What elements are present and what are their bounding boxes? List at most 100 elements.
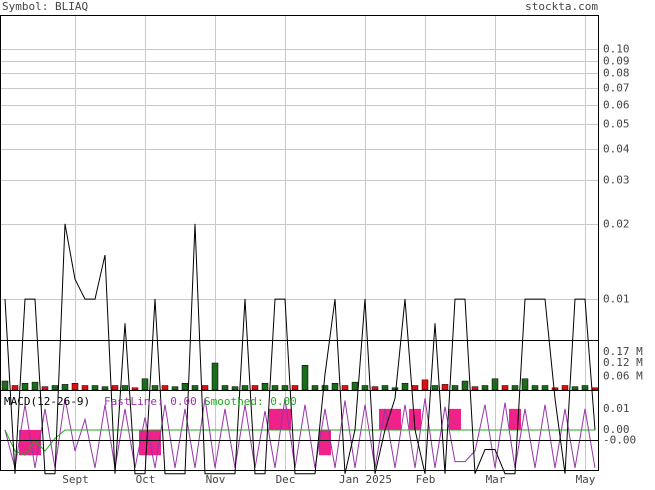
volume-bar [11, 385, 19, 391]
x-tick-label: May [576, 473, 596, 486]
volume-bar [171, 386, 179, 391]
volume-bar [341, 385, 349, 391]
volume-bar [151, 385, 159, 391]
volume-bar [531, 385, 539, 391]
macd-histogram [19, 429, 31, 456]
volume-bar [21, 383, 29, 391]
volume-bar [461, 380, 469, 391]
volume-bar [221, 385, 229, 391]
y-tick-label: 0.06 [603, 99, 630, 112]
volume-bar [361, 385, 369, 391]
y-tick-label: 0.06 M [603, 370, 643, 383]
volume-bar [111, 385, 119, 391]
y-tick-label: 0.10 [603, 43, 630, 56]
macd-histogram [139, 429, 151, 456]
macd-line [4, 429, 595, 456]
volume-bar [211, 362, 219, 391]
volume-bar [331, 383, 339, 391]
volume-bar [121, 385, 129, 391]
volume-bar [301, 365, 309, 391]
volume-bar [91, 385, 99, 391]
y-tick-label: 0.00 [603, 423, 630, 436]
volume-bar [231, 386, 239, 391]
site-label: stockta.com [525, 0, 598, 13]
volume-bar [491, 378, 499, 391]
volume-bar [281, 385, 289, 391]
macd-histogram [509, 408, 521, 430]
volume-bar [411, 385, 419, 391]
volume-bar [201, 385, 209, 391]
volume-bar [481, 385, 489, 391]
volume-bar [131, 387, 139, 391]
volume-bar [391, 387, 399, 391]
volume-bar [511, 385, 519, 391]
y-tick-label: 0.04 [603, 143, 630, 156]
volume-bar [241, 385, 249, 391]
macd-histogram [269, 408, 281, 430]
legend-entry: Smoothed: 0.00 [204, 395, 297, 408]
plot-frame [0, 15, 599, 471]
volume-bar [591, 387, 599, 391]
volume-bar [81, 385, 89, 391]
volume-bar [571, 386, 579, 391]
y-tick-label: 0.09 [603, 55, 630, 68]
volume-bar [41, 386, 49, 391]
volume-bar [421, 379, 429, 391]
y-tick-label: 0.05 [603, 118, 630, 131]
macd-histogram [449, 408, 461, 430]
volume-bar [261, 383, 269, 391]
volume-bar [161, 385, 169, 391]
volume-bar [451, 385, 459, 391]
volume-bar [381, 385, 389, 391]
volume-bar [141, 378, 149, 391]
x-tick-label: Sept [62, 473, 89, 486]
macd-histogram [279, 408, 291, 430]
symbol-label: Symbol: BLIAQ [2, 0, 88, 13]
volume-bar [471, 386, 479, 391]
y-tick-label: 0.12 M [603, 356, 643, 369]
macd-title: MACD(12-26-9) [4, 395, 90, 408]
price-line [4, 223, 596, 475]
y-tick-label: 0.08 [603, 67, 630, 80]
volume-bar [321, 385, 329, 391]
volume-bar [51, 385, 59, 391]
macd-line [4, 398, 596, 469]
y-tick-label: 0.01 [603, 402, 630, 415]
volume-bar [551, 387, 559, 391]
volume-bar [431, 385, 439, 391]
x-tick-label: Jan 2025 [339, 473, 392, 486]
volume-bar [1, 380, 9, 391]
volume-bar [61, 384, 69, 391]
volume-bar [191, 385, 199, 391]
volume-bar [401, 383, 409, 391]
x-tick-label: Oct [136, 473, 156, 486]
volume-bar [181, 383, 189, 391]
volume-bar [581, 385, 589, 391]
volume-bar [71, 383, 79, 391]
y-tick-label: 0.07 [603, 82, 630, 95]
volume-bar [501, 385, 509, 391]
y-tick-label: 0.01 [603, 293, 630, 306]
macd-histogram [389, 408, 401, 430]
volume-bar [101, 386, 109, 391]
volume-bar [351, 381, 359, 391]
volume-bar [521, 378, 529, 391]
y-tick-label: -0.00 [603, 433, 636, 446]
volume-bar [291, 385, 299, 391]
volume-bar [251, 385, 259, 391]
x-tick-label: Feb [416, 473, 436, 486]
volume-bar [271, 385, 279, 391]
volume-bar [371, 386, 379, 391]
volume-bar [311, 385, 319, 391]
y-tick-label: 0.17 M [603, 345, 643, 358]
volume-bar [541, 385, 549, 391]
x-tick-label: Mar [486, 473, 506, 486]
y-tick-label: 0.03 [603, 174, 630, 187]
x-tick-label: Dec [276, 473, 296, 486]
y-tick-label: 0.02 [603, 218, 630, 231]
macd-histogram [319, 429, 331, 456]
volume-bar [561, 385, 569, 391]
volume-bar [31, 381, 39, 391]
volume-bar [441, 384, 449, 391]
